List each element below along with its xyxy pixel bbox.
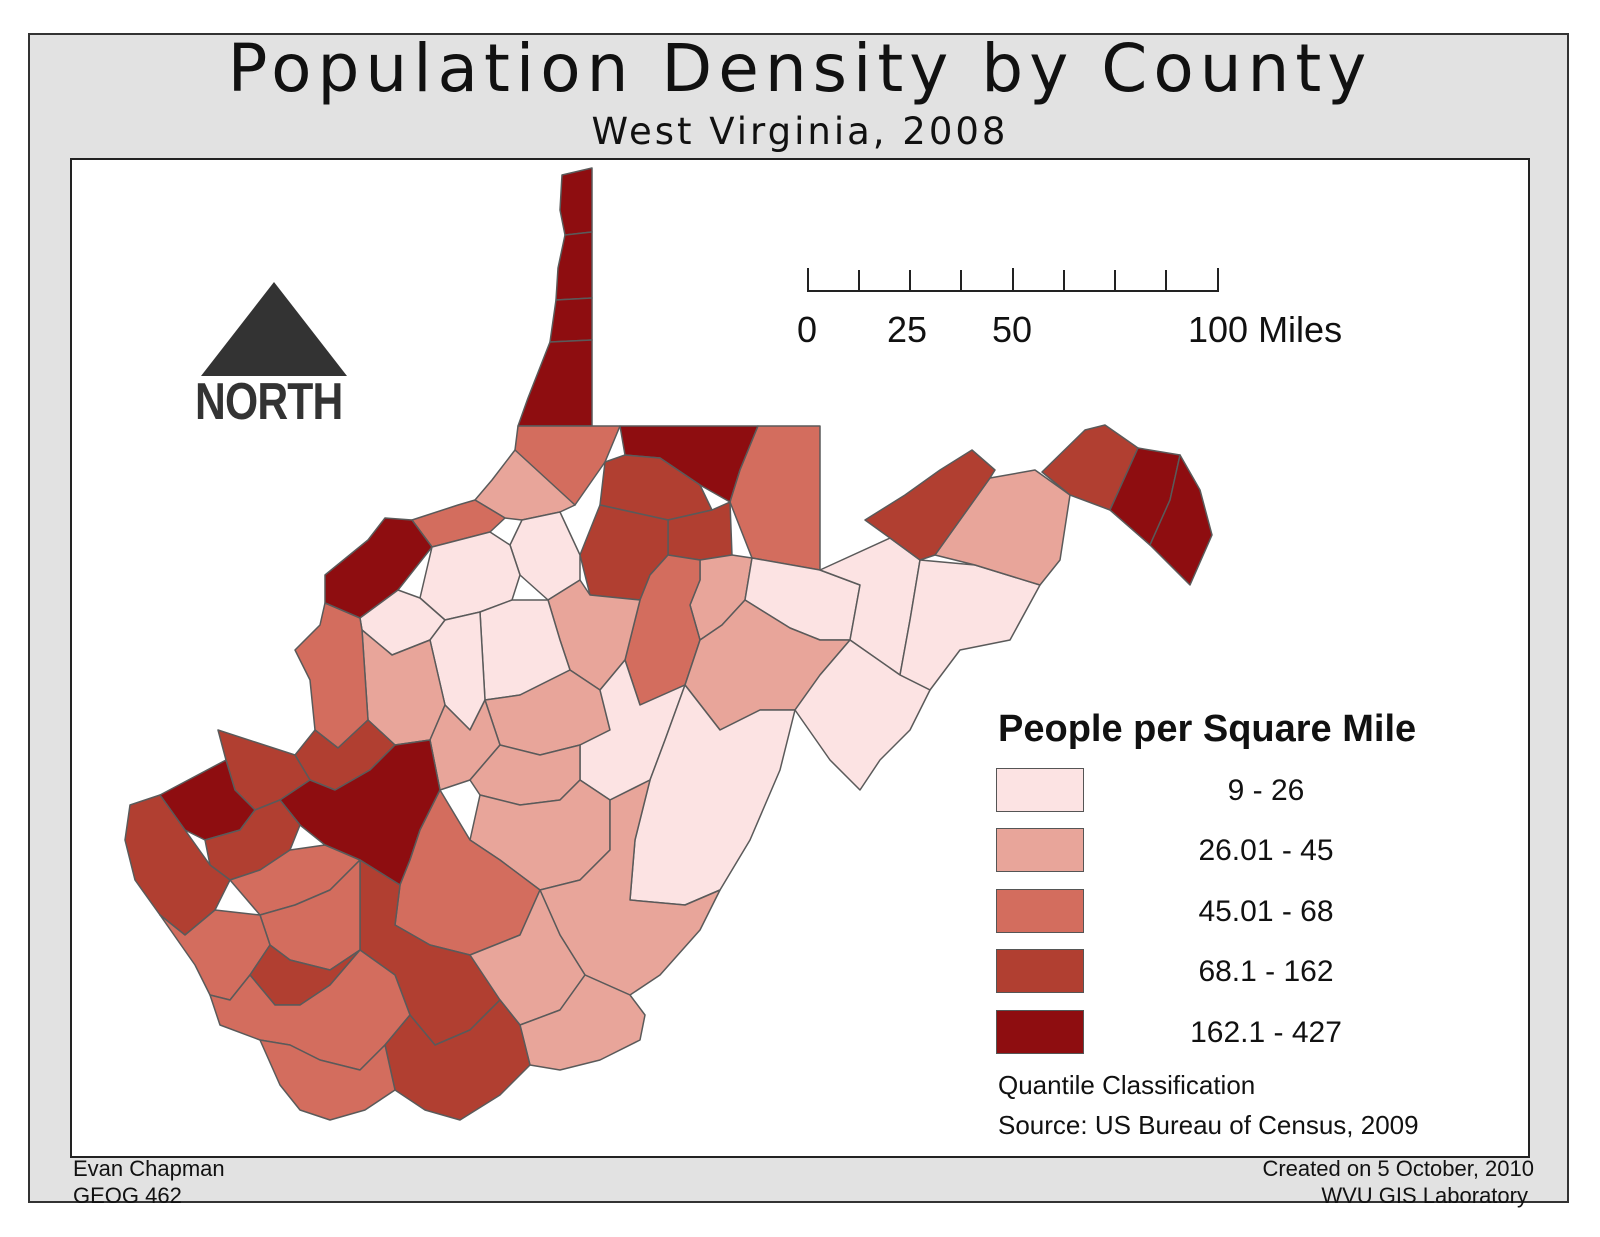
legend-title: People per Square Mile bbox=[998, 708, 1417, 750]
county-mason bbox=[294, 602, 369, 749]
legend-item: 9 - 26 bbox=[996, 768, 1476, 814]
legend-item: 68.1 - 162 bbox=[996, 949, 1476, 995]
county-tyler bbox=[474, 449, 576, 521]
county-ohio bbox=[549, 297, 593, 343]
legend-label: 68.1 - 162 bbox=[1198, 955, 1334, 988]
county-hampshire bbox=[934, 469, 1071, 586]
scale-label-50: 50 bbox=[992, 309, 1033, 350]
legend-swatch bbox=[996, 828, 1084, 872]
county-mineral bbox=[864, 449, 996, 561]
north-label: NORTH bbox=[195, 373, 343, 431]
legend-item: 45.01 - 68 bbox=[996, 889, 1476, 935]
north-arrow-icon bbox=[201, 282, 347, 376]
county-hardy bbox=[899, 559, 1041, 691]
legend-swatch bbox=[996, 889, 1084, 933]
legend-swatch bbox=[996, 768, 1084, 812]
footer-lab: WVU GIS Laboratory bbox=[1321, 1183, 1528, 1208]
scale-label-25: 25 bbox=[887, 309, 928, 350]
county-jefferson bbox=[1149, 454, 1213, 586]
legend-label: 26.01 - 45 bbox=[1198, 834, 1334, 867]
scale-label-0: 0 bbox=[797, 309, 818, 350]
map-subtitle: West Virginia, 2008 bbox=[591, 110, 1009, 153]
county-greenbrier bbox=[539, 779, 721, 996]
county-hancock bbox=[559, 167, 593, 236]
map-title: Population Density by County bbox=[227, 30, 1373, 107]
county-monroe bbox=[519, 974, 646, 1071]
classification-note: Quantile Classification bbox=[998, 1070, 1256, 1100]
footer-created: Created on 5 October, 2010 bbox=[1262, 1156, 1534, 1181]
legend-label: 9 - 26 bbox=[1227, 774, 1305, 807]
county-brooke bbox=[555, 231, 593, 301]
source-note: Source: US Bureau of Census, 2009 bbox=[998, 1110, 1419, 1140]
county-pendleton bbox=[794, 639, 931, 791]
footer-author: Evan Chapman bbox=[73, 1156, 225, 1181]
county-polygons bbox=[124, 167, 1213, 1121]
scale-label-100-miles: 100 Miles bbox=[1188, 309, 1343, 350]
legend-item: 162.1 - 427 bbox=[996, 1010, 1476, 1056]
legend-label: 162.1 - 427 bbox=[1190, 1016, 1342, 1049]
county-mcdowell-south bbox=[259, 1039, 396, 1121]
county-marshall bbox=[517, 339, 593, 427]
legend-swatch bbox=[996, 1010, 1084, 1054]
footer-course: GEOG 462 bbox=[73, 1183, 182, 1208]
legend-item: 26.01 - 45 bbox=[996, 828, 1476, 874]
scale-bar bbox=[807, 268, 1219, 292]
legend-swatch bbox=[996, 949, 1084, 993]
legend-label: 45.01 - 68 bbox=[1198, 895, 1334, 928]
